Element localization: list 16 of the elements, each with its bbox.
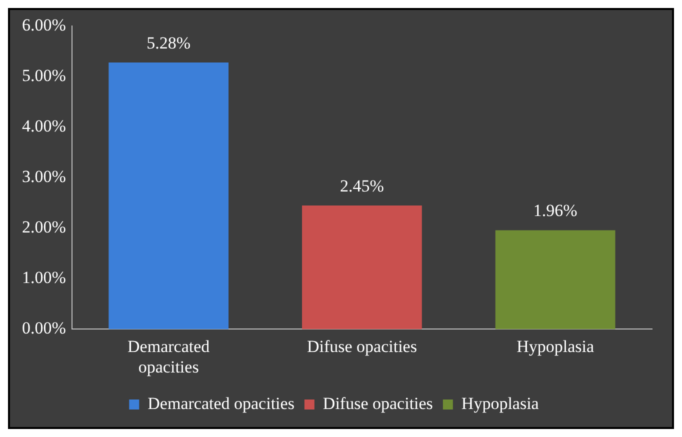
- x-tick-label: Hypoplasia: [516, 336, 594, 356]
- data-label: 5.28%: [146, 34, 191, 53]
- y-tick-label: 6.00%: [22, 16, 66, 35]
- data-label: 2.45%: [340, 176, 384, 196]
- y-tick-label: 5.00%: [22, 66, 66, 86]
- y-tick-label: 2.00%: [22, 218, 66, 237]
- legend-label: Demarcated opacities: [148, 394, 294, 413]
- y-tick-label: 4.00%: [22, 116, 66, 136]
- y-tick-label: 0.00%: [22, 318, 66, 338]
- x-tick-label: Difuse opacities: [306, 336, 417, 356]
- data-label: 1.96%: [533, 201, 578, 220]
- y-tick-label: 1.00%: [22, 268, 66, 288]
- x-tick-label: Demarcated opacities: [128, 336, 210, 376]
- legend-label: Hypoplasia: [461, 394, 540, 413]
- legend-label: Difuse opacities: [322, 394, 433, 413]
- y-tick-label: 3.00%: [22, 167, 66, 186]
